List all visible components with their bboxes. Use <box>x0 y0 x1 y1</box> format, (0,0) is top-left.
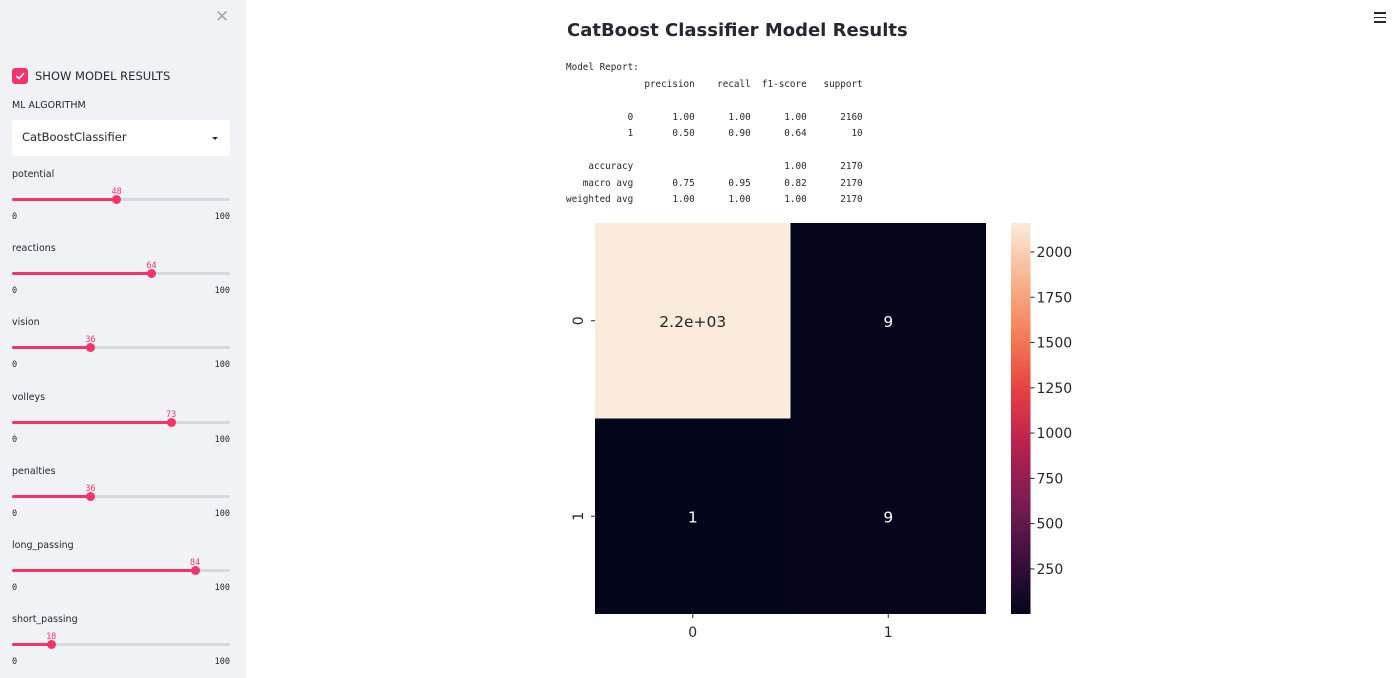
x-tick-label: 0 <box>688 625 697 641</box>
colorbar-tick-label: 750 <box>1037 471 1064 487</box>
slider-thumb[interactable] <box>86 343 95 352</box>
slider-value: 36 <box>85 335 96 345</box>
caret-down-icon <box>212 137 218 140</box>
colorbar <box>1011 223 1031 614</box>
slider-label: volleys <box>12 392 46 403</box>
slider-max: 100 <box>214 286 230 296</box>
slider-penalties[interactable]: penalties 36 0 100 <box>12 466 230 526</box>
slider-fill <box>12 569 196 572</box>
slider-value: 64 <box>146 261 157 271</box>
slider-value: 84 <box>189 558 201 568</box>
y-tick-label: 1 <box>571 512 587 521</box>
colorbar-tick-label: 2000 <box>1037 245 1073 261</box>
report-line: accuracy 1.00 2170 <box>566 161 863 172</box>
heatmap-cell-label: 9 <box>883 508 893 526</box>
ml-algorithm-selected-value: CatBoostClassifier <box>22 130 127 144</box>
slider-value: 73 <box>165 410 177 420</box>
slider-thumb[interactable] <box>86 492 95 501</box>
heatmap-cell-label: 1 <box>688 508 698 526</box>
show-model-results-label: SHOW MODEL RESULTS <box>35 69 171 83</box>
colorbar-tick-label: 250 <box>1037 562 1064 578</box>
slider-max: 100 <box>214 583 230 593</box>
slider-reactions[interactable]: reactions 64 0 100 <box>12 243 230 303</box>
hamburger-menu-icon[interactable] <box>1374 12 1386 26</box>
slider-label: potential <box>12 169 55 180</box>
page-title: CatBoost Classifier Model Results <box>567 20 908 41</box>
slider-min: 0 <box>12 657 18 667</box>
heatmap-cell-label: 9 <box>883 313 893 331</box>
show-model-results-checkbox[interactable]: SHOW MODEL RESULTS <box>12 68 170 84</box>
slider-max: 100 <box>214 657 230 667</box>
slider-volleys[interactable]: volleys 73 0 100 <box>12 392 230 452</box>
report-line: Model Report: <box>566 62 639 73</box>
report-line: 1 0.50 0.90 0.64 10 <box>566 128 863 139</box>
slider-long-passing[interactable]: long_passing 84 0 100 <box>12 540 230 600</box>
ml-algorithm-label: ML ALGORITHM <box>12 100 86 111</box>
slider-fill <box>12 421 172 424</box>
slider-value: 36 <box>85 484 96 494</box>
slider-fill <box>12 346 91 349</box>
confusion-matrix-heatmap: 2.2e+03 91 90 10125050075010001250150017502… <box>571 223 1073 641</box>
heatmap-cell-label: 2.2e+03 <box>659 313 726 331</box>
ml-algorithm-select[interactable]: CatBoostClassifier <box>12 120 230 156</box>
slider-vision[interactable]: vision 36 0 100 <box>12 317 230 377</box>
slider-thumb[interactable] <box>190 566 200 575</box>
colorbar-tick-label: 1500 <box>1037 336 1073 352</box>
colorbar-tick-label: 500 <box>1037 517 1064 533</box>
checkbox-checked-icon[interactable] <box>12 68 28 84</box>
slider-short-passing[interactable]: short_passing 18 0 100 <box>12 614 230 674</box>
colorbar-tick-label: 1750 <box>1037 290 1073 306</box>
heatmap-cell-0-0 <box>595 223 791 419</box>
slider-label: long_passing <box>12 540 74 551</box>
slider-max: 100 <box>214 509 230 519</box>
slider-fill <box>12 495 91 498</box>
slider-fill <box>12 643 52 646</box>
heatmap-cell-1-0 <box>595 418 791 614</box>
x-tick-label: 1 <box>884 625 893 641</box>
slider-label: reactions <box>12 243 56 254</box>
slider-track[interactable] <box>12 418 230 427</box>
slider-track[interactable] <box>12 640 230 649</box>
colorbar-tick-label: 1000 <box>1037 426 1073 442</box>
slider-min: 0 <box>12 583 18 593</box>
slider-track[interactable] <box>12 343 230 352</box>
colorbar-tick-label: 1250 <box>1037 381 1073 397</box>
slider-track[interactable] <box>12 269 230 278</box>
report-line: macro avg 0.75 0.95 0.82 2170 <box>566 177 863 189</box>
slider-min: 0 <box>12 212 18 222</box>
slider-label: penalties <box>12 466 56 477</box>
heatmap-cell-0-1 <box>790 223 986 419</box>
report-line: 0 1.00 1.00 1.00 2160 <box>566 111 863 123</box>
slider-min: 0 <box>12 360 18 370</box>
slider-value: 48 <box>111 187 122 197</box>
slider-label: short_passing <box>12 614 78 625</box>
report-line: weighted avg 1.00 1.00 1.00 2170 <box>566 194 863 205</box>
sidebar: ✕ SHOW MODEL RESULTS ML ALGORITHM CatBoo… <box>0 0 246 678</box>
slider-fill <box>12 198 117 201</box>
slider-fill <box>12 272 152 275</box>
slider-thumb[interactable] <box>166 418 176 427</box>
slider-thumb[interactable] <box>112 195 122 204</box>
slider-min: 0 <box>12 435 18 445</box>
slider-max: 100 <box>214 435 230 445</box>
slider-max: 100 <box>214 360 230 370</box>
slider-value: 18 <box>46 632 57 642</box>
slider-potential[interactable]: potential 48 0 100 <box>12 169 230 229</box>
slider-label: vision <box>12 317 40 328</box>
slider-min: 0 <box>12 509 18 519</box>
slider-track[interactable] <box>12 195 230 204</box>
y-tick-label: 0 <box>571 316 587 325</box>
slider-thumb[interactable] <box>46 640 56 649</box>
close-sidebar-button[interactable]: ✕ <box>214 7 230 27</box>
slider-track[interactable] <box>12 492 230 501</box>
slider-track[interactable] <box>12 566 230 575</box>
model-report: Model Report: precision recall f1-score … <box>566 60 863 209</box>
slider-thumb[interactable] <box>147 269 156 278</box>
slider-max: 100 <box>214 212 230 222</box>
slider-min: 0 <box>12 286 18 296</box>
heatmap-cell-1-1 <box>790 418 986 614</box>
report-line: precision recall f1-score support <box>566 78 863 90</box>
